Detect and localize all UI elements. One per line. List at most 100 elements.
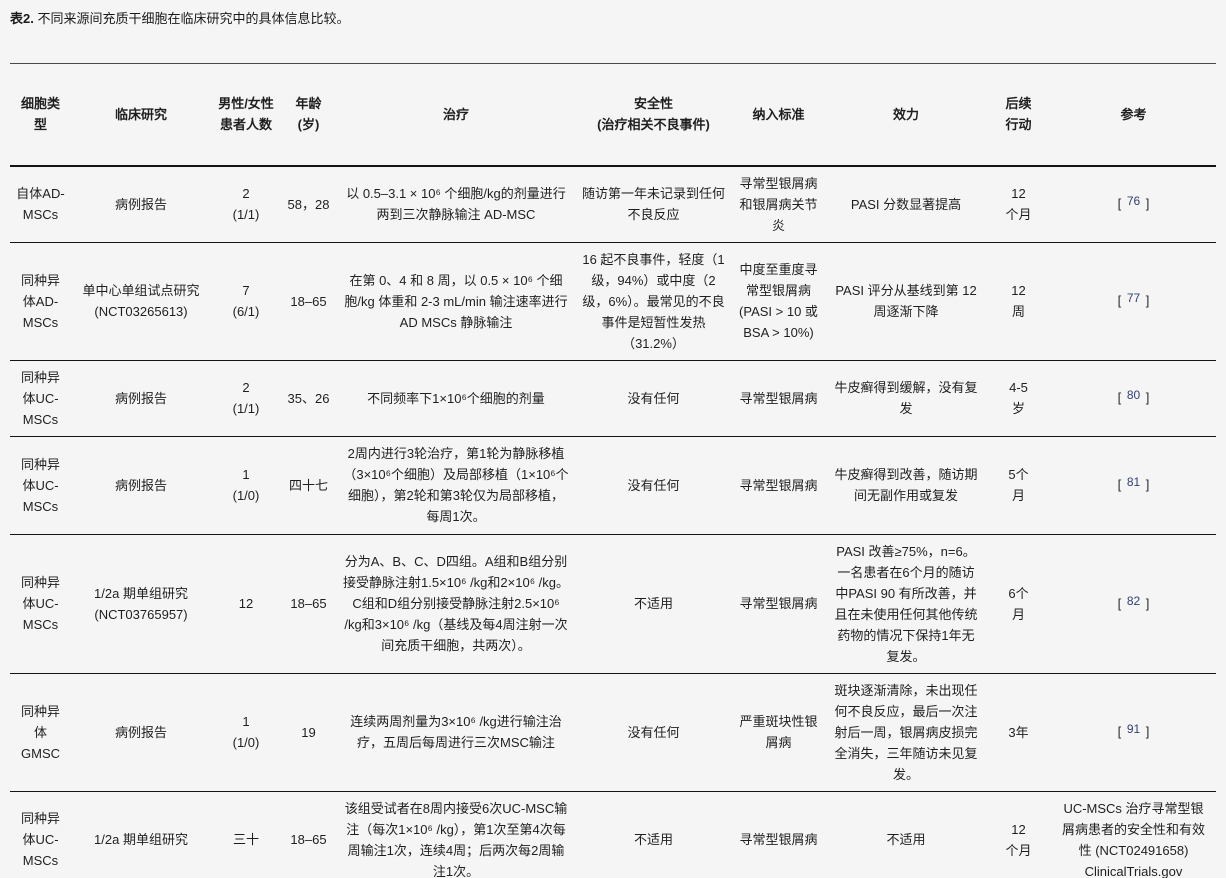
col-header-treatment: 治疗 — [336, 63, 576, 167]
cell-age: 35、26 — [287, 390, 330, 406]
table-caption-text: 不同来源间充质干细胞在临床研究中的具体信息比较。 — [33, 11, 350, 26]
cell-followup: 12 个月 — [1005, 186, 1032, 222]
cell-followup: 5个 月 — [1008, 467, 1029, 503]
col-header-study: 临床研究 — [71, 63, 211, 167]
reference-bracket-close: ] — [1142, 724, 1150, 739]
cell-patients: 1 (1/0) — [232, 714, 260, 750]
cell-study: 1/2a 期单组研究 — [94, 832, 188, 847]
cell-safety: 不适用 — [633, 832, 673, 847]
cell-treatment: 连续两周剂量为3×10⁶ /kg进行输注治疗，五周后每周进行三次MSC输注 — [350, 714, 562, 750]
cell-age: 58，28 — [287, 196, 330, 212]
cell-patients: 12 — [238, 596, 254, 611]
reference-bracket-close: ] — [1142, 595, 1150, 611]
reference-link[interactable]: 91 — [1126, 722, 1141, 736]
cell-criteria: 寻常型银屑病 — [739, 596, 818, 611]
cell-study: 1/2a 期单组研究 (NCT03765957) — [94, 585, 188, 622]
cell-age: 四十七 — [288, 477, 328, 493]
cell-reference: [ 77 ] — [1051, 242, 1216, 360]
cell-reference: [ 82 ] — [1051, 534, 1216, 673]
cell-patients: 2 (1/1) — [232, 380, 260, 416]
cell-cell-type: 同种异体AD-MSCs — [20, 272, 60, 330]
reference-link[interactable]: 77 — [1126, 291, 1141, 305]
cell-cell-type: 自体AD-MSCs — [16, 186, 65, 222]
header-row: 细胞类型 临床研究 男性/女性患者人数 年龄 (岁) 治疗 安全性 (治疗相关不… — [10, 63, 1216, 167]
reference-bracket-open: [ — [1117, 724, 1125, 739]
cell-patients: 1 (1/0) — [232, 467, 260, 503]
clinical-studies-table: 细胞类型 临床研究 男性/女性患者人数 年龄 (岁) 治疗 安全性 (治疗相关不… — [10, 63, 1216, 878]
table-caption: 表2. 不同来源间充质干细胞在临床研究中的具体信息比较。 — [0, 0, 1226, 28]
cell-followup: 4-5 岁 — [1009, 380, 1028, 416]
cell-treatment: 该组受试者在8周内接受6次UC-MSC输注（每次1×10⁶ /kg），第1次至第… — [344, 800, 568, 878]
table-row: 同种异体UC-MSCs 1/2a 期单组研究 (NCT03765957) 12 18–… — [10, 534, 1216, 673]
cell-patients: 2 (1/1) — [232, 186, 260, 222]
col-header-efficacy: 效力 — [826, 63, 986, 167]
col-header-criteria: 纳入标准 — [731, 63, 826, 167]
cell-age: 18–65 — [290, 832, 327, 847]
cell-efficacy: PASI 分数显著提高 — [850, 196, 962, 212]
cell-safety: 不适用 — [633, 596, 673, 611]
cell-safety: 没有任何 — [627, 724, 680, 740]
cell-patients: 三十 — [232, 832, 259, 847]
cell-efficacy: PASI 评分从基线到第 12 周逐渐下降 — [835, 283, 977, 319]
cell-efficacy: 牛皮癣得到缓解，没有复发 — [834, 380, 978, 416]
reference-bracket-close: ] — [1142, 390, 1150, 405]
table-row: 同种异体 GMSC 病例报告 1 (1/0) 19 连续两周剂量为3×10⁶ /kg进行… — [10, 673, 1216, 791]
cell-study: 病例报告 — [114, 196, 167, 212]
cell-efficacy: PASI 改善≥75%，n=6。一名患者在6个月的随访中PASI 90 有所改善… — [834, 543, 978, 664]
cell-age: 18–65 — [290, 293, 327, 309]
cell-reference: [ 76 ] — [1051, 166, 1216, 243]
cell-reference: [ 91 ] — [1051, 673, 1216, 791]
reference-link[interactable]: 80 — [1126, 388, 1141, 402]
cell-study: 病例报告 — [114, 724, 167, 740]
table-caption-number: 表2. — [10, 11, 34, 26]
cell-safety: 没有任何 — [627, 390, 680, 406]
cell-cell-type: 同种异体UC-MSCs — [20, 575, 60, 632]
cell-cell-type: 同种异体UC-MSCs — [20, 811, 60, 868]
cell-criteria: 寻常型银屑病 — [739, 832, 818, 847]
reference-link[interactable]: 81 — [1126, 475, 1141, 489]
cell-study: 病例报告 — [114, 477, 167, 493]
cell-age: 19 — [301, 724, 316, 740]
reference-bracket-close: ] — [1142, 293, 1150, 308]
col-header-patients: 男性/女性患者人数 — [211, 63, 281, 167]
cell-patients: 7 (6/1) — [232, 283, 260, 319]
reference-bracket-open: [ — [1117, 477, 1125, 492]
reference-link[interactable]: 76 — [1126, 194, 1141, 208]
col-header-safety: 安全性 (治疗相关不良事件) — [576, 63, 731, 167]
cell-criteria: 寻常型银屑病和银屑病关节炎 — [739, 175, 818, 233]
reference-bracket-close: ] — [1142, 196, 1150, 211]
table-row: 同种异体UC-MSCs 1/2a 期单组研究 三十 18–65 该组受试者在8周内接受6… — [10, 791, 1216, 878]
cell-safety: 没有任何 — [627, 477, 680, 493]
cell-efficacy: 牛皮癣得到改善，随访期间无副作用或复发 — [834, 467, 978, 503]
cell-treatment: 2周内进行3轮治疗，第1轮为静脉移植（3×10⁶个细胞）及局部移植（1×10⁶个… — [343, 446, 569, 524]
reference-bracket-open: [ — [1117, 595, 1125, 611]
cell-followup: 6个 月 — [1008, 585, 1029, 622]
cell-age: 18–65 — [290, 596, 327, 611]
col-header-cell-type: 细胞类型 — [10, 63, 71, 167]
reference-link[interactable]: 82 — [1126, 593, 1141, 608]
cell-criteria: 严重斑块性银屑病 — [739, 714, 818, 750]
cell-efficacy: 斑块逐渐清除，未出现任何不良反应，最后一次注射后一周，银屑病皮损完全消失，三年随… — [834, 682, 978, 782]
reference-bracket-open: [ — [1117, 196, 1125, 211]
table-row: 同种异体AD-MSCs 单中心单组试点研究 (NCT03265613) 7 (6/1… — [10, 242, 1216, 360]
cell-criteria: 寻常型银屑病 — [739, 477, 818, 493]
table-row: 同种异体UC-MSCs 病例报告 1 (1/0) 四十七 2周内进行3轮治疗，第1轮为静… — [10, 436, 1216, 534]
cell-followup: 12 周 — [1011, 283, 1026, 319]
col-header-followup: 后续 行动 — [986, 63, 1051, 167]
col-header-age: 年龄 (岁) — [281, 63, 336, 167]
cell-treatment: 在第 0、4 和 8 周，以 0.5 × 10⁶ 个细胞/kg 体重和 2-3 … — [344, 272, 568, 330]
cell-treatment: 以 0.5–3.1 × 10⁶ 个细胞/kg的剂量进行两到三次静脉输注 AD-M… — [346, 186, 566, 222]
cell-safety: 16 起不良事件，轻度（1 级，94%）或中度（2 级，6%）。最常见的不良事件… — [582, 251, 725, 351]
cell-reference: [ 80 ] — [1051, 360, 1216, 436]
cell-criteria: 中度至重度寻常型银屑病 (PASI > 10 或 BSA > 10%) — [739, 262, 818, 340]
reference-bracket-open: [ — [1117, 390, 1125, 405]
reference-bracket-open: [ — [1117, 293, 1125, 308]
reference-bracket-close: ] — [1142, 477, 1150, 492]
cell-study: 单中心单组试点研究 (NCT03265613) — [82, 283, 200, 319]
cell-safety: 随访第一年未记录到任何不良反应 — [582, 186, 726, 222]
table-row: 自体AD-MSCs 病例报告 2 (1/1) 58，28 以 0.5–3.1 × 10⁶… — [10, 166, 1216, 243]
col-header-reference: 参考 — [1051, 63, 1216, 167]
cell-reference: [ 81 ] — [1051, 436, 1216, 534]
cell-cell-type: 同种异体UC-MSCs — [20, 369, 60, 427]
